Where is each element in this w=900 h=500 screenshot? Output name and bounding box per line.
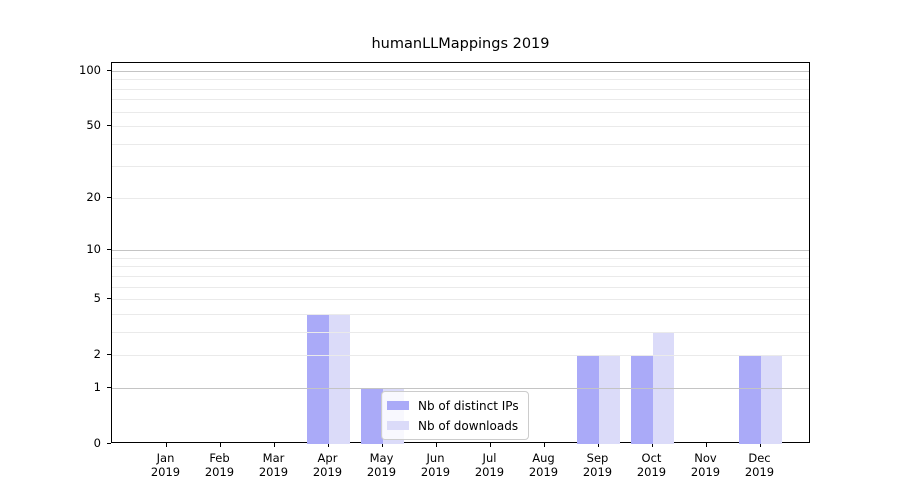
y-tick-mark — [107, 354, 111, 356]
x-tick-mark — [435, 443, 437, 447]
x-tick-label: Sep 2019 — [571, 451, 625, 479]
y-tick-mark — [107, 249, 111, 251]
minor-gridline — [112, 299, 809, 301]
y-tick-label: 2 — [93, 347, 101, 362]
minor-gridline — [112, 111, 809, 113]
minor-gridline — [112, 355, 809, 357]
minor-gridline — [112, 266, 809, 268]
minor-gridline — [112, 286, 809, 288]
x-tick-year: 2019 — [582, 464, 613, 479]
chart-title: humanLLMappings 2019 — [371, 36, 550, 52]
bar-nb-of-distinct-ips-sep — [577, 355, 599, 444]
x-tick-year: 2019 — [528, 464, 559, 479]
minor-gridline — [112, 197, 809, 199]
x-tick-mark — [597, 443, 599, 447]
x-tick-label: May 2019 — [355, 451, 409, 479]
major-gridline — [112, 250, 809, 252]
x-tick-mark — [327, 443, 329, 447]
major-gridline — [112, 387, 809, 389]
x-tick-label: Dec 2019 — [733, 451, 787, 479]
x-tick-label: Oct 2019 — [625, 451, 679, 479]
legend-entry-distinct-ips: Nb of distinct IPs — [387, 397, 519, 414]
x-tick-mark — [651, 443, 653, 447]
minor-gridline — [112, 313, 809, 315]
x-tick-mark — [543, 443, 545, 447]
x-tick-year: 2019 — [690, 464, 721, 479]
minor-gridline — [112, 257, 809, 259]
x-tick-label: Jul 2019 — [463, 451, 517, 479]
major-gridline — [112, 71, 809, 72]
y-tick-mark — [107, 196, 111, 198]
x-tick-year: 2019 — [636, 464, 667, 479]
legend-swatch-distinct-ips-icon — [387, 401, 409, 410]
x-tick-year: 2019 — [420, 464, 451, 479]
x-tick-mark — [273, 443, 275, 447]
minor-gridline — [112, 88, 809, 90]
legend: Nb of distinct IPs Nb of downloads — [381, 391, 529, 440]
bar-nb-of-distinct-ips-may — [361, 387, 383, 444]
x-tick-mark — [165, 443, 167, 447]
minor-gridline — [112, 143, 809, 145]
x-tick-label: Apr 2019 — [301, 451, 355, 479]
x-tick-mark — [705, 443, 707, 447]
x-tick-year: 2019 — [744, 464, 775, 479]
x-tick-year: 2019 — [258, 464, 289, 479]
bar-nb-of-downloads-sep — [598, 355, 620, 444]
minor-gridline — [112, 126, 809, 128]
x-tick-label: Mar 2019 — [247, 451, 301, 479]
gridlines-layer — [112, 63, 809, 442]
x-tick-label: Jan 2019 — [139, 451, 193, 479]
minor-gridline — [112, 275, 809, 277]
minor-gridline — [112, 99, 809, 101]
x-tick-mark — [489, 443, 491, 447]
x-tick-year: 2019 — [474, 464, 505, 479]
legend-swatch-downloads-icon — [387, 421, 409, 430]
y-tick-label: 0 — [93, 436, 101, 450]
y-tick-mark — [107, 386, 111, 388]
minor-gridline — [112, 79, 809, 81]
x-tick-mark — [381, 443, 383, 447]
minor-gridline — [112, 166, 809, 168]
bar-nb-of-downloads-apr — [328, 313, 350, 444]
x-tick-mark — [219, 443, 221, 447]
x-tick-year: 2019 — [150, 464, 181, 479]
y-tick-mark — [107, 298, 111, 300]
legend-entry-downloads: Nb of downloads — [387, 417, 519, 434]
x-tick-year: 2019 — [366, 464, 397, 479]
legend-label: Nb of downloads — [418, 418, 519, 433]
x-tick-label: Nov 2019 — [679, 451, 733, 479]
y-tick-label: 50 — [86, 118, 101, 133]
x-tick-label: Feb 2019 — [193, 451, 247, 479]
x-tick-year: 2019 — [204, 464, 235, 479]
y-tick-label: 5 — [93, 291, 101, 306]
minor-gridline — [112, 331, 809, 333]
x-tick-label: Aug 2019 — [517, 451, 571, 479]
y-tick-mark — [107, 70, 111, 71]
x-tick-year: 2019 — [312, 464, 343, 479]
legend-label: Nb of distinct IPs — [418, 398, 519, 413]
y-tick-label: 10 — [86, 242, 101, 257]
y-tick-mark — [107, 125, 111, 127]
y-tick-label: 1 — [93, 379, 101, 394]
bar-nb-of-distinct-ips-apr — [307, 313, 329, 444]
y-tick-label: 20 — [86, 189, 101, 204]
x-tick-mark — [759, 443, 761, 447]
x-tick-label: Jun 2019 — [409, 451, 463, 479]
y-tick-label: 100 — [79, 63, 101, 77]
y-tick-mark — [107, 443, 111, 444]
plot-area — [111, 62, 810, 444]
bar-nb-of-downloads-dec — [760, 355, 782, 444]
bar-nb-of-distinct-ips-oct — [631, 355, 653, 444]
bar-nb-of-distinct-ips-dec — [739, 355, 761, 444]
